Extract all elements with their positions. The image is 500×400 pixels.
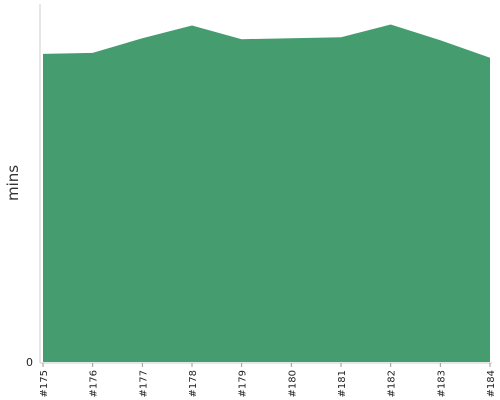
x-tick-label: #184 [486,370,497,397]
x-tick-label: #181 [337,370,348,397]
x-tick-label: #179 [238,370,249,397]
x-tick-label: #176 [89,370,100,397]
series-area [43,24,490,362]
x-tick-label: #183 [436,370,447,397]
x-axis-ticks: #175 #176 #177 #178 #179 #180 #181 #182 #183 #184 [39,363,497,397]
x-tick-label: #182 [387,370,398,397]
x-tick-label: #180 [287,370,298,397]
y-axis-ticks: 0 [26,356,33,369]
plot-area [43,24,490,362]
x-tick-label: #175 [39,370,50,397]
y-axis-title: mins [4,165,22,201]
x-tick-label: #178 [188,370,199,397]
x-tick-label: #177 [138,370,149,397]
y-tick-label: 0 [26,356,33,369]
